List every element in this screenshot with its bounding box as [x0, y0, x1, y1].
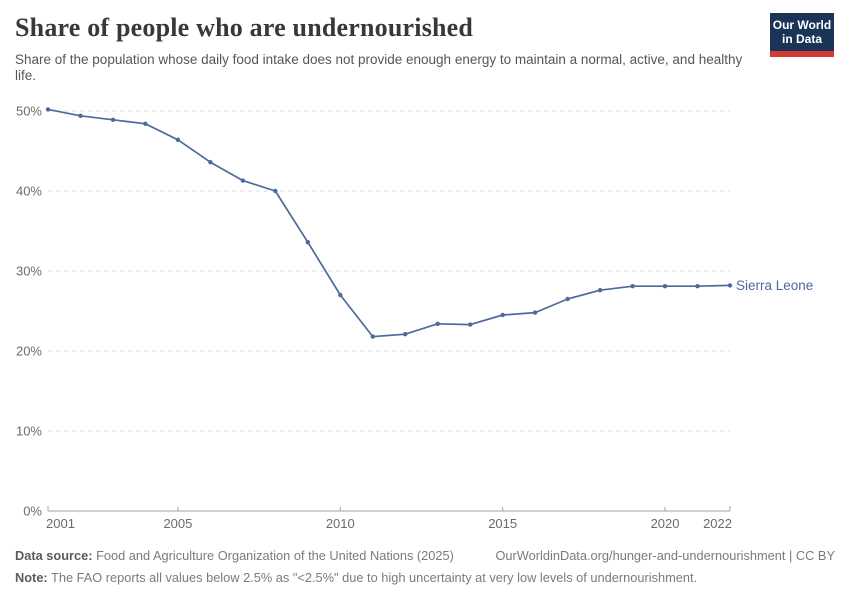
owid-logo: Our World in Data [770, 13, 834, 57]
page-title: Share of people who are undernourished [15, 13, 474, 42]
logo-line-2: in Data [781, 32, 822, 46]
data-point[interactable] [175, 137, 181, 142]
chart-footer: Data source: Food and Agriculture Organi… [15, 548, 835, 585]
line-chart: 0% 10% 20% 30% 40% 50% 2001 2005 2010 2015 2020 202… [16, 104, 813, 532]
x-axis-tick-label: 2010 [326, 516, 355, 531]
data-point[interactable] [468, 322, 473, 327]
x-axis-tick-label: 2015 [488, 516, 517, 531]
chart-note: Note: The FAO reports all values below 2… [15, 570, 835, 585]
chart-subtitle: Share of the population whose daily food… [15, 52, 743, 83]
series-label: Sierra Leone [736, 278, 813, 293]
data-point[interactable] [500, 312, 505, 318]
data-point[interactable] [338, 292, 343, 298]
data-source-label: Data source: [15, 548, 93, 563]
note-label: Note: [15, 570, 48, 585]
logo-line-1: Our World [772, 18, 832, 32]
data-point[interactable] [45, 107, 51, 112]
x-axis-tick-label: 2005 [163, 516, 192, 531]
data-point[interactable] [565, 296, 570, 302]
data-point[interactable] [240, 178, 246, 183]
data-point[interactable] [305, 240, 310, 245]
data-point[interactable] [370, 334, 375, 339]
data-source-value: Food and Agriculture Organization of the… [92, 548, 454, 563]
y-axis-tick-label: 20% [16, 344, 42, 359]
x-axis-tick-label: 2001 [46, 516, 75, 531]
data-point[interactable] [532, 310, 538, 315]
y-axis-tick-label: 0% [23, 504, 42, 519]
data-point[interactable] [110, 117, 116, 122]
data-point[interactable] [662, 284, 668, 289]
data-point[interactable] [695, 284, 700, 289]
data-point[interactable] [208, 160, 213, 165]
y-axis-tick-label: 10% [16, 424, 42, 439]
data-source-text: Data source: Food and Agriculture Organi… [15, 548, 454, 563]
data-point[interactable] [143, 121, 148, 126]
data-point[interactable] [273, 188, 278, 194]
y-axis-tick-label: 30% [16, 264, 42, 279]
citation-link[interactable]: OurWorldinData.org/hunger-and-undernouri… [495, 548, 835, 563]
x-axis-tick-label: 2020 [651, 516, 680, 531]
y-axis-tick-label: 40% [16, 184, 42, 199]
data-point[interactable] [630, 284, 635, 289]
data-point[interactable] [403, 332, 408, 337]
data-point[interactable] [78, 113, 83, 118]
data-point[interactable] [727, 283, 733, 288]
note-value: The FAO reports all values below 2.5% as… [47, 570, 698, 585]
x-axis-tick-label: 2022 [703, 516, 732, 531]
data-line[interactable] [47, 108, 731, 338]
data-point[interactable] [435, 321, 440, 326]
y-axis-tick-label: 50% [16, 104, 42, 119]
data-point[interactable] [597, 288, 603, 293]
